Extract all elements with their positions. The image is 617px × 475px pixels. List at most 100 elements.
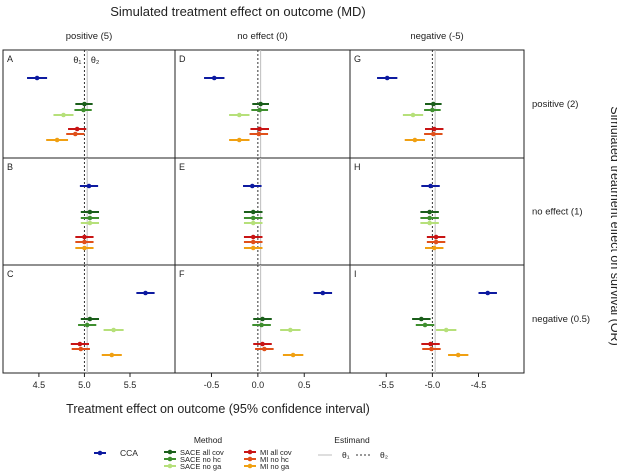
panels-layer: positive (5) no effect (0) negative (-5) po… bbox=[2, 31, 590, 390]
point-B-4 bbox=[82, 234, 87, 240]
panel-frame-I bbox=[349, 264, 525, 374]
tick-label-1-2: 0.5 bbox=[298, 380, 311, 390]
column-label-2: negative (-5) bbox=[410, 31, 463, 42]
point-A-6 bbox=[54, 137, 60, 143]
legend-label-5: MI no hc bbox=[260, 455, 289, 464]
point-D-5 bbox=[256, 131, 262, 137]
point-B-0 bbox=[86, 183, 92, 189]
point-C-3 bbox=[111, 327, 116, 333]
point-I-1 bbox=[419, 316, 424, 322]
legend-marker-1 bbox=[167, 449, 173, 455]
panel-letter-A: A bbox=[7, 54, 13, 64]
point-G-6 bbox=[412, 137, 418, 143]
point-C-2 bbox=[84, 322, 90, 328]
tick-label-1-0: -0.5 bbox=[204, 380, 220, 390]
point-B-2 bbox=[87, 215, 93, 221]
point-H-2 bbox=[427, 215, 432, 221]
point-E-1 bbox=[250, 209, 256, 215]
point-G-3 bbox=[410, 112, 416, 118]
legend-marker-0 bbox=[97, 450, 103, 456]
legend-marker-6 bbox=[247, 463, 253, 469]
point-A-1 bbox=[82, 101, 87, 107]
point-G-0 bbox=[384, 75, 390, 81]
point-A-5 bbox=[73, 131, 78, 137]
point-H-4 bbox=[433, 234, 439, 240]
point-H-0 bbox=[428, 183, 433, 189]
theta2-annotation: θ₂ bbox=[91, 55, 100, 65]
legend-label-1: SACE all cov bbox=[180, 448, 224, 457]
column-label-0: positive (5) bbox=[66, 31, 112, 42]
row-label-1: no effect (1) bbox=[532, 207, 583, 218]
legend-marker-5 bbox=[247, 456, 253, 462]
tick-label-2-2: -4.5 bbox=[471, 380, 487, 390]
legend-label-3: SACE no ga bbox=[180, 462, 222, 471]
point-G-2 bbox=[430, 107, 435, 113]
point-E-0 bbox=[249, 183, 255, 189]
panel-letter-H: H bbox=[354, 162, 361, 172]
tick-label-0-0: 4.5 bbox=[33, 380, 46, 390]
point-D-4 bbox=[257, 126, 263, 132]
tick-label-0-2: 5.5 bbox=[124, 380, 137, 390]
point-B-6 bbox=[82, 245, 87, 251]
legend-marker-2 bbox=[167, 456, 173, 462]
legend-label-6: MI no ga bbox=[260, 462, 290, 471]
point-I-2 bbox=[422, 322, 428, 328]
legend-label-0: CCA bbox=[120, 448, 138, 458]
point-C-6 bbox=[109, 352, 115, 358]
tick-label-2-0: -5.5 bbox=[379, 380, 395, 390]
panel-letter-F: F bbox=[179, 269, 185, 279]
panel-letter-C: C bbox=[7, 269, 14, 279]
point-E-4 bbox=[250, 234, 256, 240]
point-F-5 bbox=[262, 346, 267, 352]
point-E-3 bbox=[250, 220, 256, 226]
point-F-1 bbox=[260, 316, 265, 322]
point-I-4 bbox=[428, 341, 433, 347]
legend-theta2-label: θ₂ bbox=[380, 450, 388, 460]
panel-letter-G: G bbox=[354, 54, 361, 64]
legend-estimand-title: Estimand bbox=[334, 435, 370, 445]
point-E-5 bbox=[250, 239, 256, 245]
point-B-3 bbox=[87, 220, 93, 226]
point-C-0 bbox=[143, 290, 148, 296]
point-C-1 bbox=[87, 316, 93, 322]
legend-marker-4 bbox=[247, 449, 253, 455]
legend-label-2: SACE no hc bbox=[180, 455, 221, 464]
point-F-3 bbox=[288, 327, 293, 333]
column-label-1: no effect (0) bbox=[237, 31, 288, 42]
point-F-0 bbox=[320, 290, 326, 296]
point-E-2 bbox=[250, 215, 256, 221]
point-A-4 bbox=[74, 126, 80, 132]
panel-letter-B: B bbox=[7, 162, 13, 172]
tick-label-0-1: 5.0 bbox=[78, 380, 91, 390]
point-D-2 bbox=[257, 107, 263, 113]
point-G-5 bbox=[431, 131, 436, 137]
legend-label-4: MI all cov bbox=[260, 448, 292, 457]
legend-marker-3 bbox=[167, 463, 173, 469]
point-D-6 bbox=[237, 137, 242, 143]
row-label-2: negative (0.5) bbox=[532, 314, 590, 325]
chart-title: Simulated treatment effect on outcome (M… bbox=[110, 4, 366, 19]
point-G-1 bbox=[431, 101, 436, 107]
point-A-2 bbox=[81, 107, 86, 113]
panel-letter-E: E bbox=[179, 162, 185, 172]
legend-theta1-label: θ₁ bbox=[342, 450, 350, 460]
point-I-3 bbox=[443, 327, 449, 333]
point-F-2 bbox=[259, 322, 264, 328]
row-label-0: positive (2) bbox=[532, 99, 578, 110]
point-H-1 bbox=[427, 209, 432, 215]
tick-label-1-1: 0.0 bbox=[252, 380, 265, 390]
point-F-6 bbox=[290, 352, 296, 358]
point-I-0 bbox=[485, 290, 491, 296]
point-D-0 bbox=[211, 75, 217, 81]
point-I-6 bbox=[455, 352, 461, 358]
point-A-0 bbox=[34, 75, 40, 81]
point-D-3 bbox=[237, 112, 242, 118]
panel-letter-I: I bbox=[354, 269, 357, 279]
point-H-6 bbox=[431, 245, 437, 251]
legend-method-title: Method bbox=[194, 435, 223, 445]
point-E-6 bbox=[250, 245, 256, 251]
panel-letter-D: D bbox=[179, 54, 186, 64]
theta1-annotation: θ₁ bbox=[73, 55, 81, 65]
